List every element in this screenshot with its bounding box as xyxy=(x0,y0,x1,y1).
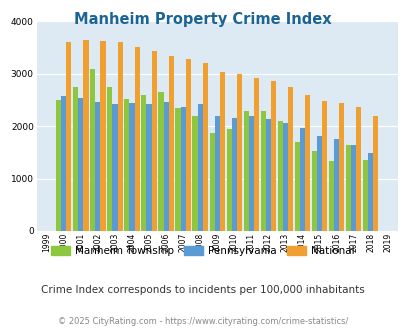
Bar xyxy=(260,111,265,231)
Bar xyxy=(107,87,112,231)
Bar xyxy=(146,104,151,231)
Bar xyxy=(112,104,117,231)
Bar xyxy=(192,116,197,231)
Bar xyxy=(328,161,333,231)
Legend: Manheim Township, Pennsylvania, National: Manheim Township, Pennsylvania, National xyxy=(47,242,358,260)
Text: © 2025 CityRating.com - https://www.cityrating.com/crime-statistics/: © 2025 CityRating.com - https://www.city… xyxy=(58,317,347,326)
Bar xyxy=(236,74,241,231)
Bar xyxy=(168,56,173,231)
Bar xyxy=(197,104,202,231)
Bar xyxy=(362,160,367,231)
Text: Crime Index corresponds to incidents per 100,000 inhabitants: Crime Index corresponds to incidents per… xyxy=(41,285,364,295)
Bar xyxy=(56,100,61,231)
Bar xyxy=(83,40,88,231)
Bar xyxy=(248,116,253,231)
Bar xyxy=(117,42,122,231)
Bar xyxy=(299,128,304,231)
Bar xyxy=(231,118,236,231)
Bar xyxy=(134,47,139,231)
Bar xyxy=(282,123,287,231)
Bar xyxy=(355,107,360,231)
Bar xyxy=(367,153,372,231)
Bar xyxy=(350,145,355,231)
Bar xyxy=(304,95,309,231)
Bar xyxy=(277,121,282,231)
Text: Manheim Property Crime Index: Manheim Property Crime Index xyxy=(74,12,331,26)
Bar xyxy=(66,42,71,231)
Bar xyxy=(163,102,168,231)
Bar xyxy=(129,103,134,231)
Bar xyxy=(226,129,231,231)
Bar xyxy=(321,101,326,231)
Bar xyxy=(209,133,214,231)
Bar xyxy=(243,111,248,231)
Bar xyxy=(141,95,146,231)
Bar xyxy=(316,136,321,231)
Bar xyxy=(219,72,224,231)
Bar xyxy=(100,41,105,231)
Bar xyxy=(372,116,377,231)
Bar xyxy=(95,102,100,231)
Bar xyxy=(270,81,275,231)
Bar xyxy=(253,78,258,231)
Bar xyxy=(124,99,129,231)
Bar xyxy=(151,51,156,231)
Bar xyxy=(345,145,350,231)
Bar xyxy=(294,142,299,231)
Bar xyxy=(180,107,185,231)
Bar xyxy=(202,63,207,231)
Bar xyxy=(73,87,78,231)
Bar xyxy=(287,87,292,231)
Bar xyxy=(90,69,95,231)
Bar xyxy=(158,92,163,231)
Bar xyxy=(265,119,270,231)
Bar xyxy=(333,139,338,231)
Bar xyxy=(175,108,180,231)
Bar xyxy=(311,151,316,231)
Bar xyxy=(338,103,343,231)
Bar xyxy=(185,59,190,231)
Bar xyxy=(61,96,66,231)
Bar xyxy=(214,116,219,231)
Bar xyxy=(78,98,83,231)
